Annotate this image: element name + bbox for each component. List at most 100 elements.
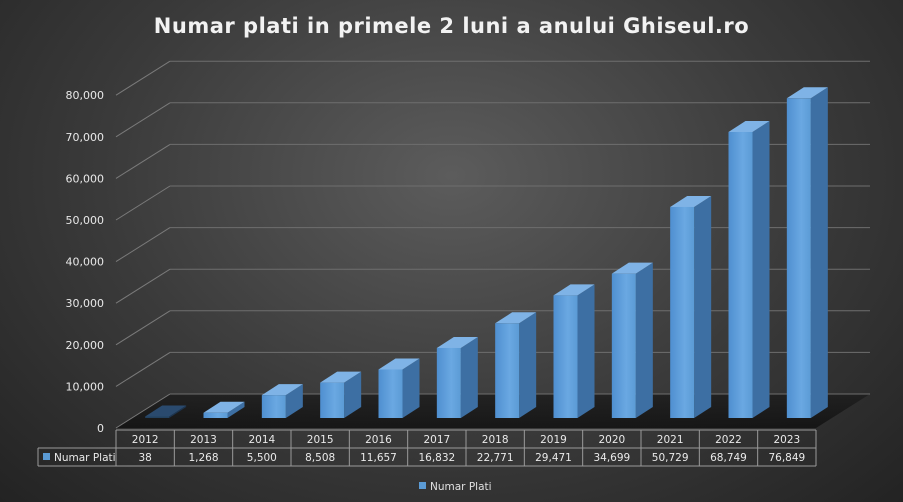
y-tick-label: 70,000 [66, 131, 105, 144]
data-label: 50,729 [652, 452, 689, 464]
bar-front [378, 369, 403, 418]
gridline-diag [115, 351, 171, 387]
x-tick-label: 2015 [307, 434, 334, 446]
bar-side [344, 371, 362, 418]
x-tick-label: 2022 [715, 434, 742, 446]
y-tick-label: 0 [97, 422, 104, 435]
bar-front [436, 347, 461, 418]
bar-top [786, 87, 828, 99]
data-label: 68,749 [710, 452, 747, 464]
bar-front [495, 323, 520, 418]
bars [145, 87, 828, 419]
data-table: 2012 38 2013 1,268 2014 5,500 2015 8,508 2016 11,… [37, 429, 817, 467]
gridline-diag [115, 185, 171, 221]
x-tick-label: 2023 [773, 434, 800, 446]
data-label: 34,699 [593, 452, 630, 464]
x-tick-label: 2012 [132, 434, 159, 446]
gridline-diag [115, 102, 171, 138]
data-label: 29,471 [535, 452, 572, 464]
gridline-diag [115, 268, 171, 304]
bar-side [519, 312, 537, 418]
bar-front [786, 98, 811, 418]
y-tick-label: 30,000 [66, 297, 105, 310]
bar-top [728, 121, 770, 133]
bar-side [694, 195, 712, 418]
gridline-diag [115, 227, 171, 263]
bar-top [436, 336, 478, 348]
bar[interactable] [786, 87, 828, 418]
bar[interactable] [378, 358, 420, 418]
bar-side [635, 262, 653, 418]
bar-top [320, 371, 362, 383]
gridline-diag [115, 393, 171, 429]
x-tick-label: 2013 [190, 434, 217, 446]
data-label: 22,771 [477, 452, 514, 464]
y-tick-label: 50,000 [66, 214, 105, 227]
bar-side [752, 121, 770, 419]
bar[interactable] [670, 195, 712, 418]
chart-title: Numar plati in primele 2 luni a anului G… [153, 14, 750, 38]
bar[interactable] [436, 336, 478, 418]
table-series-name: Numar Plati [54, 452, 116, 464]
x-tick-label: 2021 [657, 434, 684, 446]
bar-front [670, 206, 695, 418]
x-tick-label: 2019 [540, 434, 567, 446]
bar[interactable] [261, 384, 303, 418]
x-tick-label: 2014 [248, 434, 275, 446]
bar-front [261, 395, 286, 418]
x-tick-label: 2018 [482, 434, 509, 446]
data-label: 1,268 [188, 452, 218, 464]
bar-front [728, 132, 753, 419]
data-label: 16,832 [418, 452, 455, 464]
bar-front [320, 382, 345, 418]
bar-side [227, 401, 245, 418]
bar-front [203, 412, 228, 418]
bar-top [495, 312, 537, 324]
data-label: 11,657 [360, 452, 397, 464]
bar-front [553, 295, 578, 418]
bar-top [553, 284, 595, 296]
bar-top [145, 405, 187, 417]
y-tick-label: 40,000 [66, 256, 105, 269]
bar[interactable] [611, 262, 653, 418]
bar-side [460, 336, 478, 418]
bar[interactable] [320, 371, 362, 418]
legend: Numar Plati [419, 481, 492, 493]
y-tick-label: 60,000 [66, 172, 105, 185]
x-tick-label: 2017 [423, 434, 450, 446]
gridline-diag [115, 143, 171, 179]
y-tick-label: 80,000 [66, 89, 105, 102]
bar[interactable] [145, 405, 187, 419]
x-tick-label: 2016 [365, 434, 392, 446]
bar-front [145, 416, 170, 418]
bar[interactable] [728, 121, 770, 419]
bar[interactable] [495, 312, 537, 418]
legend-label: Numar Plati [430, 481, 492, 493]
bar-side [169, 405, 187, 418]
bar-top [203, 401, 245, 413]
bar-side [402, 358, 420, 418]
data-label: 8,508 [305, 452, 335, 464]
bar-side [577, 284, 595, 418]
data-label: 5,500 [247, 452, 277, 464]
bar-front [611, 273, 636, 418]
bar[interactable] [553, 284, 595, 418]
y-tick-label: 10,000 [66, 380, 105, 393]
x-tick-label: 2020 [598, 434, 625, 446]
gridline-diag [115, 310, 171, 346]
table-series-key [43, 453, 50, 460]
y-tick-label: 20,000 [66, 339, 105, 352]
bar-side [810, 87, 828, 418]
bar-top [378, 358, 420, 370]
legend-swatch [419, 482, 426, 489]
bar-top [611, 262, 653, 274]
gridline-diag [115, 60, 171, 96]
bar-side [285, 384, 303, 418]
bar-top [670, 195, 712, 207]
y-axis: 0 10,000 20,000 30,000 40,000 50,000 60,000 70,… [66, 89, 105, 435]
data-label: 76,849 [768, 452, 805, 464]
bar[interactable] [203, 401, 245, 418]
bar-top [261, 384, 303, 396]
